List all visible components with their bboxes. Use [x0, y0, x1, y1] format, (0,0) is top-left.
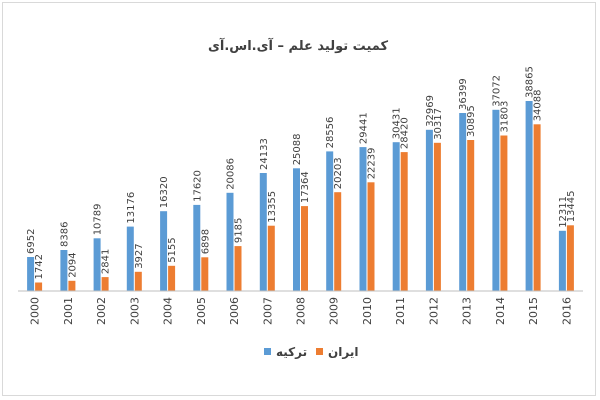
data-label-turkey-2006: 20086: [226, 158, 237, 190]
bar-turkey-2008: [293, 168, 300, 291]
data-label-turkey-2016: 12311: [558, 196, 569, 228]
bars-layer: [27, 101, 574, 291]
data-label-iran-2014: 31803: [499, 101, 510, 133]
bar-iran-2005: [201, 257, 209, 291]
x-tick-2008: 2008: [295, 297, 308, 325]
bar-iran-2014: [500, 135, 508, 291]
bar-turkey-2014: [492, 109, 500, 291]
x-tick-2012: 2012: [427, 297, 440, 325]
data-label-iran-2005: 6898: [200, 229, 211, 254]
bar-iran-2001: [68, 280, 76, 291]
x-tick-2010: 2010: [361, 297, 374, 325]
data-label-turkey-2013: 36399: [458, 78, 469, 110]
bar-iran-2006: [234, 246, 242, 291]
data-label-turkey-2003: 13176: [126, 192, 137, 224]
x-tick-2001: 2001: [62, 297, 75, 325]
data-label-iran-2006: 9185: [234, 218, 245, 243]
data-label-turkey-2010: 29441: [359, 112, 370, 144]
x-tick-2000: 2000: [29, 297, 42, 325]
bar-iran-2010: [367, 182, 375, 291]
x-tick-2007: 2007: [261, 297, 274, 325]
x-axis-ticks: 2000 2001 2002 2003 2004 2005 2006 2007 2008 2009…: [29, 297, 574, 325]
x-tick-2016: 2016: [560, 297, 573, 325]
data-label-turkey-2007: 24133: [259, 138, 270, 170]
legend-swatch-turkey: [264, 348, 271, 355]
x-tick-2013: 2013: [461, 297, 474, 325]
bar-turkey-2013: [459, 113, 467, 291]
legend-label-turkey: ترکیه: [276, 345, 307, 359]
chart-title: کمیت تولید علم – آی.اس.آی: [208, 37, 389, 54]
data-label-turkey-2000: 6952: [26, 229, 37, 254]
data-label-iran-2011: 28420: [400, 117, 411, 149]
data-label-turkey-2015: 38865: [525, 66, 536, 98]
legend-swatch-iran: [316, 348, 323, 355]
data-label-iran-2000: 1742: [34, 254, 45, 279]
bar-turkey-2010: [359, 147, 367, 291]
bar-turkey-2003: [126, 226, 134, 291]
data-label-iran-2004: 5155: [167, 237, 178, 262]
bar-turkey-2015: [525, 101, 533, 291]
x-tick-2015: 2015: [527, 297, 540, 325]
data-label-turkey-2012: 32969: [425, 95, 436, 127]
bar-turkey-2011: [392, 142, 400, 291]
data-label-turkey-2008: 25088: [292, 133, 303, 165]
bar-turkey-2006: [226, 192, 234, 291]
bar-iran-2013: [467, 140, 475, 291]
legend: ترکیه ایران: [264, 345, 358, 359]
data-label-turkey-2002: 10789: [93, 203, 104, 235]
data-label-turkey-2005: 17620: [192, 170, 203, 202]
x-tick-2014: 2014: [494, 297, 507, 325]
data-label-turkey-2011: 30431: [392, 107, 403, 139]
bar-turkey-2001: [60, 250, 68, 291]
bar-iran-2004: [168, 265, 176, 291]
x-tick-2006: 2006: [228, 297, 241, 325]
data-label-iran-2001: 2094: [67, 252, 78, 277]
data-label-turkey-2014: 37072: [491, 75, 502, 107]
data-label-iran-2015: 34088: [533, 89, 544, 121]
x-tick-2003: 2003: [128, 297, 141, 325]
bar-turkey-2002: [93, 238, 101, 291]
bar-iran-2015: [533, 124, 541, 291]
bar-turkey-2009: [326, 151, 334, 291]
data-label-turkey-2009: 28556: [325, 117, 336, 149]
bar-iran-2009: [334, 192, 342, 291]
bar-iran-2011: [400, 152, 408, 291]
data-label-iran-2003: 3927: [134, 243, 145, 268]
bar-turkey-2016: [558, 230, 566, 291]
bar-iran-2012: [433, 142, 441, 291]
data-label-iran-2002: 2841: [101, 249, 112, 274]
data-label-iran-2009: 20203: [333, 157, 344, 189]
data-label-turkey-2004: 16320: [159, 176, 170, 208]
bar-iran-2008: [301, 206, 308, 291]
data-label-iran-2010: 22239: [367, 147, 378, 179]
data-label-iran-2012: 30317: [433, 108, 444, 140]
bar-iran-2016: [566, 225, 574, 291]
bar-iran-2007: [267, 225, 275, 291]
x-tick-2009: 2009: [328, 297, 341, 325]
data-label-iran-2007: 13355: [267, 191, 278, 223]
x-tick-2004: 2004: [162, 297, 175, 325]
bar-turkey-2012: [425, 129, 433, 291]
bar-turkey-2005: [193, 204, 201, 291]
data-label-iran-2016: 13445: [566, 190, 577, 222]
bar-turkey-2000: [27, 257, 35, 291]
bar-turkey-2004: [160, 211, 168, 291]
x-tick-2002: 2002: [95, 297, 108, 325]
x-tick-2011: 2011: [394, 297, 407, 325]
data-label-iran-2013: 30895: [466, 105, 477, 137]
bar-iran-2000: [35, 282, 43, 291]
legend-label-iran: ایران: [328, 345, 358, 359]
bar-turkey-2007: [259, 173, 267, 291]
data-label-turkey-2001: 8386: [59, 222, 70, 247]
data-label-iran-2008: 17364: [300, 171, 311, 203]
bar-iran-2003: [134, 271, 142, 291]
bar-iran-2002: [101, 277, 109, 291]
x-tick-2005: 2005: [195, 297, 208, 325]
